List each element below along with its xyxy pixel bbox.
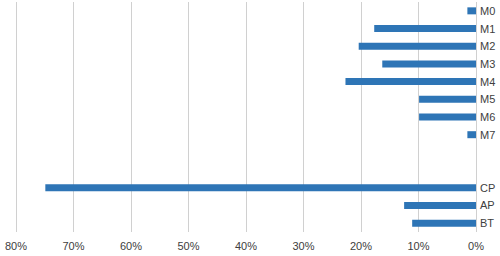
svg-text:40%: 40% <box>235 240 257 252</box>
svg-text:80%: 80% <box>5 240 27 252</box>
svg-text:60%: 60% <box>120 240 142 252</box>
svg-text:M0: M0 <box>480 5 495 17</box>
svg-text:70%: 70% <box>62 240 84 252</box>
svg-text:M4: M4 <box>480 76 495 88</box>
svg-text:M5: M5 <box>480 93 495 105</box>
svg-text:30%: 30% <box>292 240 314 252</box>
svg-text:20%: 20% <box>350 240 372 252</box>
svg-text:M2: M2 <box>480 40 495 52</box>
svg-text:M7: M7 <box>480 129 495 141</box>
svg-text:AP: AP <box>480 199 495 211</box>
svg-text:50%: 50% <box>177 240 199 252</box>
svg-text:10%: 10% <box>407 240 429 252</box>
svg-text:0%: 0% <box>468 240 484 252</box>
svg-text:BT: BT <box>480 217 494 229</box>
svg-text:CP: CP <box>480 182 495 194</box>
svg-text:M6: M6 <box>480 111 495 123</box>
svg-text:M1: M1 <box>480 23 495 35</box>
svg-text:M3: M3 <box>480 58 495 70</box>
